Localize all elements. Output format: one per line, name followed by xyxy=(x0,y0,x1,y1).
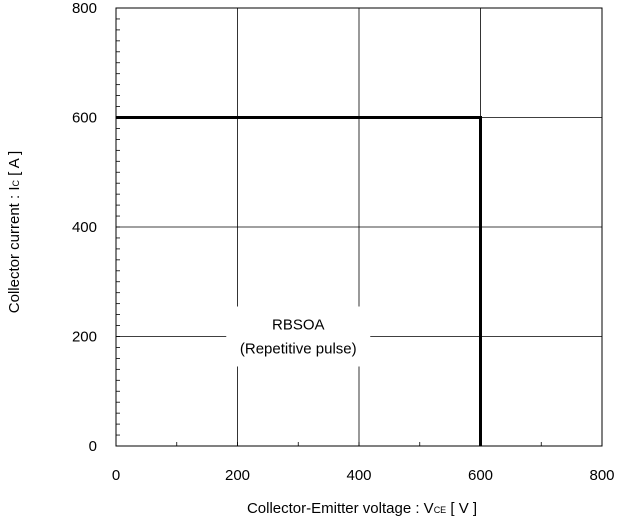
y-axis-label-text: Collector current : I xyxy=(6,186,23,313)
x-axis-label: Collector-Emitter voltage : VCE [ V ] xyxy=(247,500,477,517)
annotation-line-1: RBSOA xyxy=(272,317,325,334)
x-axis-label-unit: [ V ] xyxy=(446,500,477,517)
x-axis-label-subscript: CE xyxy=(434,505,447,515)
x-tick-label: 200 xyxy=(225,467,250,484)
rbsoa-boundary-line xyxy=(116,116,482,446)
y-tick-label: 600 xyxy=(72,110,97,127)
x-tick-label: 600 xyxy=(468,467,493,484)
y-tick-label: 400 xyxy=(72,219,97,236)
y-tick-label: 0 xyxy=(89,438,97,455)
x-tick-label: 0 xyxy=(112,467,120,484)
y-axis-label: Collector current : IC [ A ] xyxy=(6,151,23,313)
y-tick-labels: 0 200 400 600 800 xyxy=(72,0,97,455)
x-axis-label-text: Collector-Emitter voltage : V xyxy=(247,500,434,517)
x-tick-label: 400 xyxy=(346,467,371,484)
y-tick-label: 800 xyxy=(72,0,97,17)
series-layer xyxy=(116,116,482,446)
annotation: RBSOA (Repetitive pulse) xyxy=(226,306,371,367)
annotation-background xyxy=(226,306,371,367)
y-tick-label: 200 xyxy=(72,329,97,346)
x-tick-label: 800 xyxy=(589,467,614,484)
plot-frame xyxy=(115,7,603,447)
annotation-line-2: (Repetitive pulse) xyxy=(240,341,357,358)
y-axis-label-subscript: C xyxy=(11,179,21,186)
y-axis-label-unit: [ A ] xyxy=(6,151,23,180)
x-tick-labels: 0 200 400 600 800 xyxy=(112,467,615,484)
